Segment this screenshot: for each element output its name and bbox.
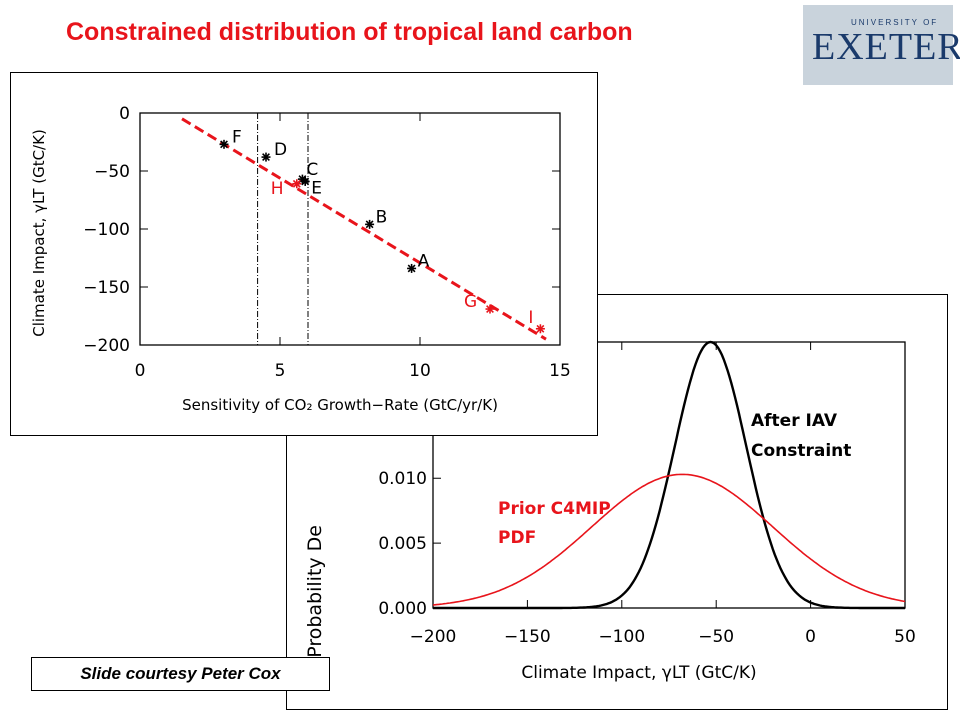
scatter-chart: 0 5 10 15 0 −50 −100 −150 −200 Sensitivity of CO₂… <box>30 104 571 414</box>
model-point-label-h: H <box>271 179 284 199</box>
model-point-label-d: D <box>274 140 287 160</box>
prior-annotation-line1: Prior C4MIP <box>498 499 611 519</box>
pdf-plot-frame <box>432 341 906 609</box>
scatter-x-tick-label: 5 <box>275 361 286 381</box>
pdf-x-axis-label: Climate Impact, γLT (GtC/K) <box>521 663 756 683</box>
scatter-y-tick-label: −150 <box>83 278 130 298</box>
after-iav-constraint-curve <box>433 340 905 610</box>
scatter-x-axis-label: Sensitivity of CO₂ Growth−Rate (GtC/yr/K… <box>182 396 498 414</box>
point-marker-stroke <box>365 220 374 229</box>
logo-top-text: UNIVERSITY OF <box>851 18 939 27</box>
model-point-label-c: C <box>306 160 318 180</box>
pdf-x-tick-label: 0 <box>805 627 816 647</box>
scatter-y-axis-label: Climate Impact, γLT (GtC/K) <box>30 129 48 337</box>
scatter-chart-panel: 0 5 10 15 0 −50 −100 −150 −200 Sensitivity of CO₂… <box>10 72 598 436</box>
pdf-chart-panel: −200−150−100−500500.0000.0050.0100.015Cl… <box>286 294 948 710</box>
model-point-label-e: E <box>311 178 322 198</box>
pdf-x-tick-label: 50 <box>894 627 916 647</box>
university-of-exeter-logo: UNIVERSITY OF EXETER <box>803 5 960 85</box>
pdf-x-tick-label: −150 <box>504 627 551 647</box>
logo-main-text: EXETER <box>812 26 960 68</box>
pdf-x-tick-label: −100 <box>598 627 645 647</box>
pdf-x-tick-label: −200 <box>410 627 457 647</box>
after-iav-annotation-line1: After IAV <box>751 411 838 431</box>
pdf-y-tick-label: 0.010 <box>378 469 427 489</box>
point-marker-stroke <box>486 305 494 313</box>
model-point-label-i: I <box>528 308 533 328</box>
scatter-x-tick-label: 0 <box>135 361 146 381</box>
regression-fit-line <box>181 117 547 341</box>
after-iav-annotation-line2: Constraint <box>751 441 851 461</box>
model-point-h <box>292 179 302 189</box>
pdf-y-tick-label: 0.000 <box>378 599 427 619</box>
scatter-x-tick-label: 10 <box>409 361 431 381</box>
pdf-y-tick-label: 0.005 <box>378 534 427 554</box>
scatter-y-tick-label: −200 <box>83 336 130 356</box>
model-point-e <box>300 176 310 186</box>
pdf-chart: −200−150−100−500500.0000.0050.0100.015Cl… <box>304 340 916 683</box>
courtesy-caption: Slide courtesy Peter Cox <box>31 657 330 691</box>
scatter-y-tick-label: 0 <box>119 104 130 124</box>
scatter-y-tick-label: −100 <box>83 220 130 240</box>
scatter-x-tick-label: 15 <box>549 361 571 381</box>
pdf-x-tick-label: −50 <box>698 627 734 647</box>
model-point-label-f: F <box>232 127 242 147</box>
model-point-label-b: B <box>376 207 388 227</box>
scatter-y-tick-label: −50 <box>94 162 130 182</box>
slide-title: Constrained distribution of tropical lan… <box>66 18 633 46</box>
model-point-i <box>535 324 545 334</box>
prior-c4mip-pdf-curve <box>432 473 906 606</box>
model-point-label-g: G <box>464 292 477 312</box>
model-point-b <box>365 219 375 229</box>
prior-annotation-line2: PDF <box>498 528 536 548</box>
pdf-y-axis-label: Probability De <box>304 525 326 658</box>
point-marker-stroke <box>220 140 228 149</box>
point-marker-stroke <box>301 177 310 186</box>
model-point-d <box>261 152 271 162</box>
point-marker-stroke <box>536 324 545 333</box>
model-point-g <box>485 304 495 314</box>
point-marker-stroke <box>262 153 270 162</box>
model-point-a <box>407 263 417 273</box>
point-marker-stroke <box>407 264 416 273</box>
model-point-f <box>219 139 229 149</box>
point-marker-stroke <box>292 179 301 188</box>
model-point-label-a: A <box>418 251 430 271</box>
